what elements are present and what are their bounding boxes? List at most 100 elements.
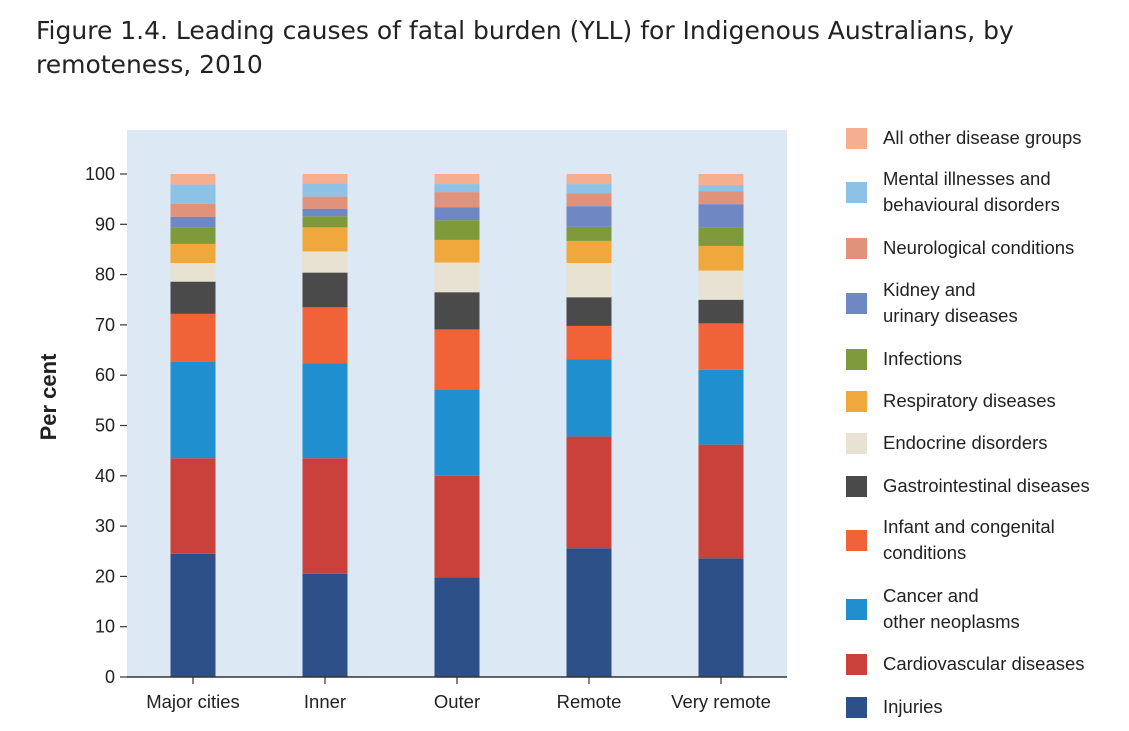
bar-segment [434, 577, 480, 677]
bar-segment [434, 207, 480, 221]
bar-segment [566, 193, 612, 207]
bar-segment [434, 174, 480, 185]
bar-segment [698, 299, 744, 324]
y-axis-ticks: 0 10 20 30 40 50 60 70 80 90 100 [85, 164, 127, 687]
legend-swatch [846, 348, 867, 370]
legend-swatch [846, 292, 867, 314]
legend-label-line: All other disease groups [883, 127, 1082, 148]
bar-segment [698, 185, 744, 192]
bar-stack [698, 174, 744, 677]
bar-segment [698, 270, 744, 300]
legend-label-line: Cancer and [883, 585, 979, 606]
y-tick-label: 10 [95, 617, 115, 637]
legend-label-line: Infant and congenital [883, 516, 1055, 537]
legend-item: Infant and congenital conditions [846, 514, 1055, 566]
legend-swatch [846, 696, 867, 718]
legend-item: Neurological conditions [846, 235, 1074, 261]
legend-label-line: urinary diseases [883, 305, 1018, 326]
bar-segment [302, 216, 348, 228]
legend-label: Endocrine disorders [883, 430, 1048, 456]
y-axis-label: Per cent [36, 353, 61, 440]
bar-segment [566, 226, 612, 241]
bar-segment [566, 548, 612, 677]
legend-swatch [846, 181, 867, 203]
x-axis-ticks: Major cities Inner Outer Remote Very remote [146, 677, 771, 712]
legend-label-line: behavioural disorders [883, 194, 1060, 215]
x-tick-label: Major cities [146, 691, 240, 712]
bar-segment [698, 444, 744, 559]
x-tick-label: Very remote [671, 691, 771, 712]
legend-item: All other disease groups [846, 125, 1081, 151]
legend-label: Respiratory diseases [883, 388, 1056, 414]
bar-segment [566, 436, 612, 549]
legend-item: Cardiovascular diseases [846, 651, 1085, 677]
legend-label: Mental illnesses and behavioural disorder… [883, 166, 1060, 218]
bar-segment [566, 297, 612, 326]
bar-segment [566, 325, 612, 360]
bar-segment [566, 359, 612, 437]
bar-segment [698, 174, 744, 186]
bar-segment [698, 191, 744, 205]
legend-label: Kidney and urinary diseases [883, 277, 1018, 329]
bar-segment [170, 216, 216, 228]
bar-segment [170, 361, 216, 459]
legend-label-line: Respiratory diseases [883, 390, 1056, 411]
legend-label: Injuries [883, 694, 943, 720]
y-tick-label: 0 [105, 667, 115, 687]
bar-segment [698, 369, 744, 445]
bar-segment [698, 558, 744, 677]
bar-segment [434, 475, 480, 578]
bar-segment [302, 272, 348, 308]
bar-segment [302, 573, 348, 677]
legend-item: Injuries [846, 694, 943, 720]
bar-segment [170, 553, 216, 677]
y-tick-label: 20 [95, 566, 115, 586]
legend-label: Cancer and other neoplasms [883, 583, 1020, 635]
bar-stack [302, 174, 348, 677]
bar-segment [170, 313, 216, 362]
legend-label: Neurological conditions [883, 235, 1074, 261]
legend-item: Mental illnesses and behavioural disorder… [846, 166, 1060, 218]
legend-item: Respiratory diseases [846, 388, 1056, 414]
legend-item: Infections [846, 346, 962, 372]
legend-swatch [846, 432, 867, 454]
bar-segment [434, 239, 480, 263]
bar-segment [698, 245, 744, 271]
bar-stack [434, 174, 480, 677]
bar-segment [170, 263, 216, 282]
bar-segment [434, 292, 480, 330]
bar-segment [170, 203, 216, 217]
chart-title: Figure 1.4. Leading causes of fatal burd… [36, 16, 1014, 79]
legend-item: Endocrine disorders [846, 430, 1048, 456]
bar-stack [566, 174, 612, 677]
legend-swatch [846, 653, 867, 675]
legend-label-line: Gastrointestinal diseases [883, 475, 1090, 496]
legend-label-line: Injuries [883, 696, 943, 717]
y-tick-label: 50 [95, 416, 115, 436]
x-tick-label: Inner [304, 691, 346, 712]
bar-stack [170, 174, 216, 677]
bar-segment [302, 174, 348, 184]
legend-swatch [846, 475, 867, 497]
legend-label-line: Cardiovascular diseases [883, 653, 1085, 674]
legend-label-line: Kidney and [883, 279, 976, 300]
legend-swatch [846, 127, 867, 149]
bar-segment [302, 196, 348, 209]
x-tick-label: Remote [557, 691, 622, 712]
legend-label-line: Endocrine disorders [883, 432, 1048, 453]
legend-item: Gastrointestinal diseases [846, 473, 1090, 499]
bar-segment [566, 263, 612, 298]
legend-label: Infections [883, 346, 962, 372]
legend-label: Infant and congenital conditions [883, 514, 1055, 566]
bar-segment [566, 240, 612, 264]
y-tick-label: 40 [95, 466, 115, 486]
legend-swatch [846, 598, 867, 620]
legend-label-line: Neurological conditions [883, 237, 1075, 258]
bar-segment [170, 174, 216, 185]
bar-segment [170, 184, 216, 204]
y-tick-label: 90 [95, 214, 115, 234]
bar-segment [434, 262, 480, 293]
bar-segment [302, 458, 348, 574]
y-tick-label: 70 [95, 315, 115, 335]
